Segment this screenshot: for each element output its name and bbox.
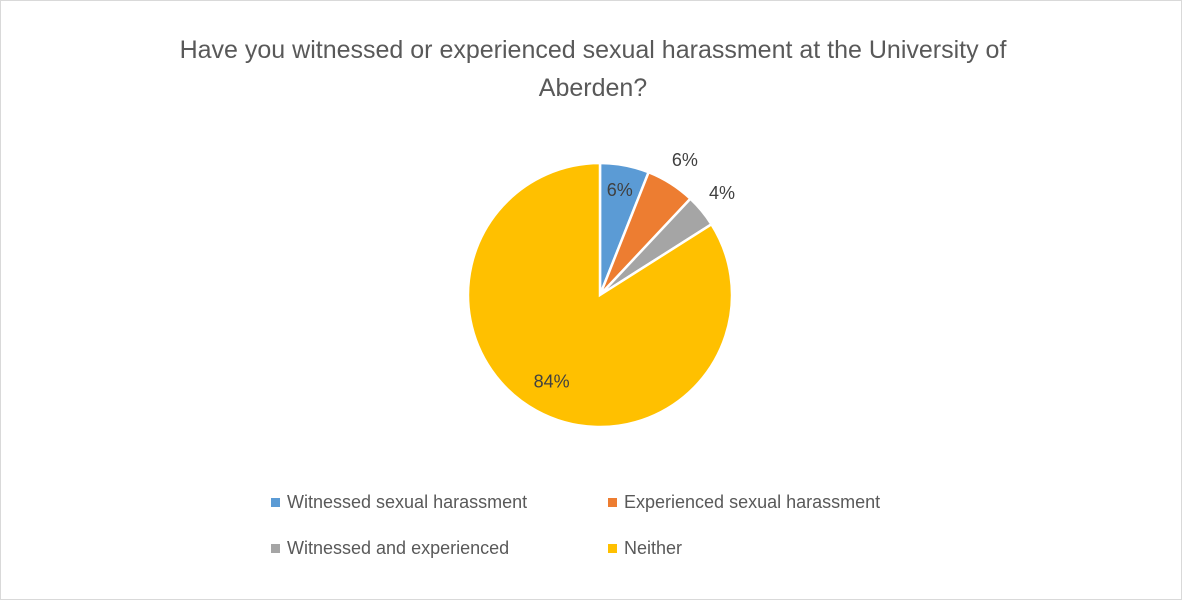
- legend-label: Experienced sexual harassment: [624, 491, 881, 512]
- legend-swatch: [271, 497, 280, 507]
- data-label: 6%: [672, 150, 698, 170]
- pie-slice: [466, 161, 734, 429]
- legend-item: Experienced sexual harassment: [608, 489, 968, 515]
- legend-label: Witnessed sexual harassment: [287, 491, 528, 512]
- legend-item: Witnessed and experienced: [271, 535, 608, 561]
- legend-label: Neither: [624, 537, 683, 558]
- legend-item: Witnessed sexual harassment: [271, 489, 608, 515]
- data-label: 4%: [709, 183, 735, 203]
- legend-swatch: [608, 543, 617, 553]
- legend-swatch: [608, 497, 617, 507]
- data-label: 6%: [607, 180, 633, 200]
- legend-item: Neither: [608, 535, 968, 561]
- pie-chart: 6% 6% 4% 84%: [466, 150, 735, 429]
- legend: Witnessed sexual harassment Experienced s…: [271, 489, 971, 561]
- legend-label: Witnessed and experienced: [287, 537, 510, 558]
- data-label: 84%: [534, 372, 570, 392]
- legend-swatch: [271, 543, 280, 553]
- chart-title: Have you witnessed or experienced sexual…: [179, 36, 1007, 102]
